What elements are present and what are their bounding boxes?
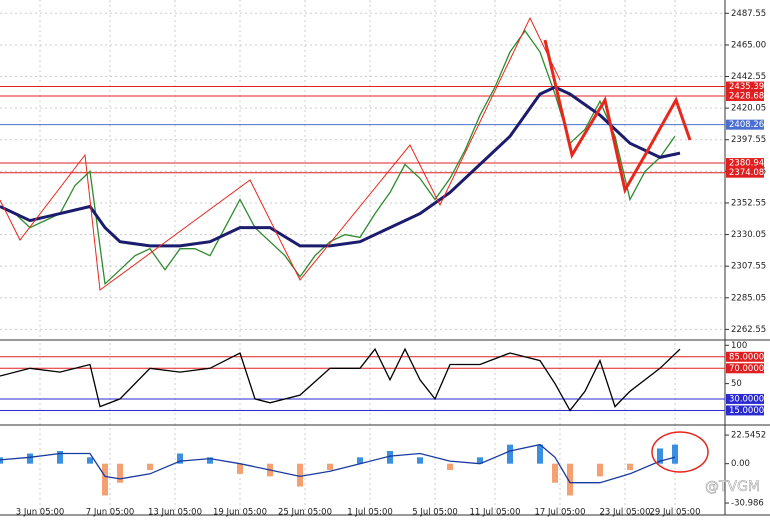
histogram-bar [627,463,633,471]
histogram-bar [57,450,63,464]
y-tick-label: 2352.55 [731,198,766,208]
level-label-box [726,393,764,404]
zigzag-arrow [543,39,692,195]
histogram-bar [297,463,303,487]
series-line [0,443,676,484]
histogram-bar [102,463,108,496]
histogram-bar [507,444,513,464]
level-label-box [726,167,764,178]
series-line [0,347,681,412]
histogram-bar [417,457,423,464]
level-label: 30.0000 [729,394,764,404]
y-tick-label: 50 [731,379,742,389]
watermark: @TVGM [705,479,760,495]
level-label-box [726,363,764,374]
histogram-bar [552,463,558,483]
histogram-bar [0,457,3,464]
x-tick-label: 19 Jun 05:00 [213,508,267,518]
y-tick-label: 22.5452 [731,431,766,441]
x-tick-label: 23 Jul 05:00 [600,508,651,518]
histogram-bar [567,463,573,496]
level-label: 15.0000 [729,406,764,416]
level-label-box [726,119,764,130]
y-tick-label: 2330.05 [731,230,766,240]
x-tick-label: 25 Jun 05:00 [278,508,332,518]
x-tick-label: 3 Jun 05:00 [16,508,65,518]
histogram-bar [87,457,93,464]
level-label-box [726,158,764,169]
annotations [0,16,709,473]
y-tick-label: 2442.55 [731,72,766,82]
histogram-bar [672,444,678,464]
x-tick-label: 11 Jul 05:00 [470,508,521,518]
highlight-circle [651,431,709,473]
histogram-bar [537,444,543,464]
level-label: 2428.68 [729,91,764,101]
y-tick-label: 2262.55 [731,325,766,335]
y-tick-label: 2487.55 [731,9,766,19]
histogram-bar [387,450,393,464]
series-line [0,85,681,248]
x-tick-label: 5 Jul 05:00 [412,508,458,518]
y-tick-label: 2420.05 [731,104,766,114]
histogram-bar [597,463,603,477]
y-tick-label: 2465.00 [731,40,766,50]
level-label: 70.0000 [729,364,764,374]
histogram-bar [117,463,123,483]
y-tick-label: 100 [731,341,747,351]
x-tick-label: 13 Jun 05:00 [148,508,202,518]
histogram-bar [477,457,483,464]
histogram-bar [447,463,453,471]
x-tick-label: 1 Jul 05:00 [347,508,393,518]
histogram-bar [27,453,33,464]
histogram-bar [177,453,183,464]
x-tick-label: 17 Jul 05:00 [535,508,586,518]
y-tick-label: 2397.55 [731,135,766,145]
level-label: 2435.39 [729,82,764,92]
histogram-bar [237,463,243,474]
histogram-bar [327,463,333,471]
x-tick-label: 29 Jul 05:00 [650,508,701,518]
y-tick-label: -30.986 [731,499,764,509]
level-label-box [726,90,764,101]
histogram-bar [147,463,153,471]
y-tick-label: 2285.05 [731,293,766,303]
level-label: 2380.94 [729,159,764,169]
histogram-bar [657,448,663,464]
level-label-box [726,405,764,416]
level-label: 2408.26 [729,120,764,130]
y-tick-label: 0.00 [731,459,750,469]
zigzag-line [0,16,561,291]
histogram-bar [357,457,363,464]
level-label: 85.0000 [729,352,764,362]
histogram-bar [207,457,213,464]
y-tick-label: 2307.55 [731,262,766,272]
level-label-box [726,81,764,92]
level-label: 2374.08 [729,168,764,178]
level-label-box [726,351,764,362]
x-tick-label: 7 Jun 05:00 [86,508,135,518]
